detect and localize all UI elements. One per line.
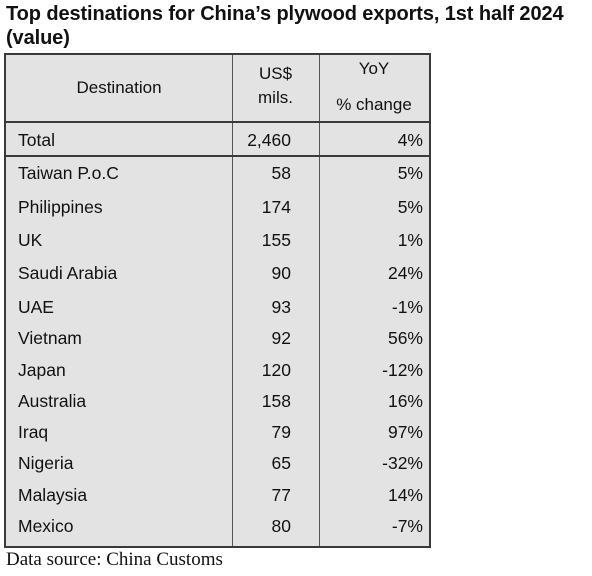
- row-yoy: 5%: [397, 163, 423, 183]
- row-value: 93: [271, 297, 291, 317]
- table-header: Destination US$ mils. YoY % change: [6, 55, 429, 121]
- row-yoy: -7%: [391, 516, 423, 536]
- row-destination: Nigeria: [18, 453, 74, 473]
- row-yoy: -1%: [391, 297, 423, 317]
- row-yoy: -32%: [382, 453, 423, 473]
- row-destination: Saudi Arabia: [18, 263, 118, 283]
- header-yoy-line2: % change: [336, 95, 412, 114]
- row-value: 158: [261, 391, 291, 411]
- header-yoy-line1: YoY: [358, 59, 390, 78]
- total-destination: Total: [18, 130, 55, 150]
- row-destination: UK: [18, 230, 43, 250]
- exports-table: Destination US$ mils. YoY % change Total…: [4, 53, 431, 548]
- row-destination: Vietnam: [18, 328, 82, 348]
- row-yoy: 56%: [387, 328, 423, 348]
- row-destination: Japan: [18, 360, 66, 380]
- row-value: 80: [271, 516, 291, 536]
- row-value: 65: [271, 453, 291, 473]
- header-destination: Destination: [76, 78, 162, 97]
- row-yoy: 97%: [387, 422, 423, 442]
- row-destination: Iraq: [18, 422, 49, 442]
- row-destination: UAE: [18, 297, 54, 317]
- row-destination: Mexico: [18, 516, 74, 536]
- total-divider: [6, 155, 429, 157]
- header-value: US$ mils.: [232, 55, 319, 121]
- row-yoy: 1%: [397, 230, 423, 250]
- data-source: Data source: China Customs: [6, 549, 223, 570]
- row-value: 77: [271, 485, 291, 505]
- row-value: 120: [261, 360, 291, 380]
- total-yoy: 4%: [397, 130, 423, 150]
- table-title: Top destinations for China’s plywood exp…: [6, 3, 564, 49]
- row-yoy: 24%: [387, 263, 423, 283]
- row-value: 58: [271, 163, 291, 183]
- row-yoy: -12%: [382, 360, 423, 380]
- row-value: 92: [271, 328, 291, 348]
- header-value-line2: mils.: [258, 88, 293, 107]
- row-destination: Australia: [18, 391, 87, 411]
- row-destination: Taiwan P.o.C: [18, 163, 119, 183]
- row-yoy: 5%: [397, 197, 423, 217]
- column-divider: [319, 55, 320, 546]
- row-yoy: 16%: [387, 391, 423, 411]
- row-value: 90: [271, 263, 291, 283]
- row-value: 79: [271, 422, 291, 442]
- column-divider: [232, 55, 233, 546]
- row-value: 174: [261, 197, 291, 217]
- row-destination: Philippines: [18, 197, 103, 217]
- header-yoy: YoY % change: [319, 55, 429, 121]
- header-value-line1: US$: [258, 64, 293, 83]
- row-destination: Malaysia: [18, 485, 88, 505]
- header-divider: [6, 121, 429, 123]
- row-yoy: 14%: [387, 485, 423, 505]
- row-value: 155: [261, 230, 291, 250]
- total-value: 2,460: [247, 130, 291, 150]
